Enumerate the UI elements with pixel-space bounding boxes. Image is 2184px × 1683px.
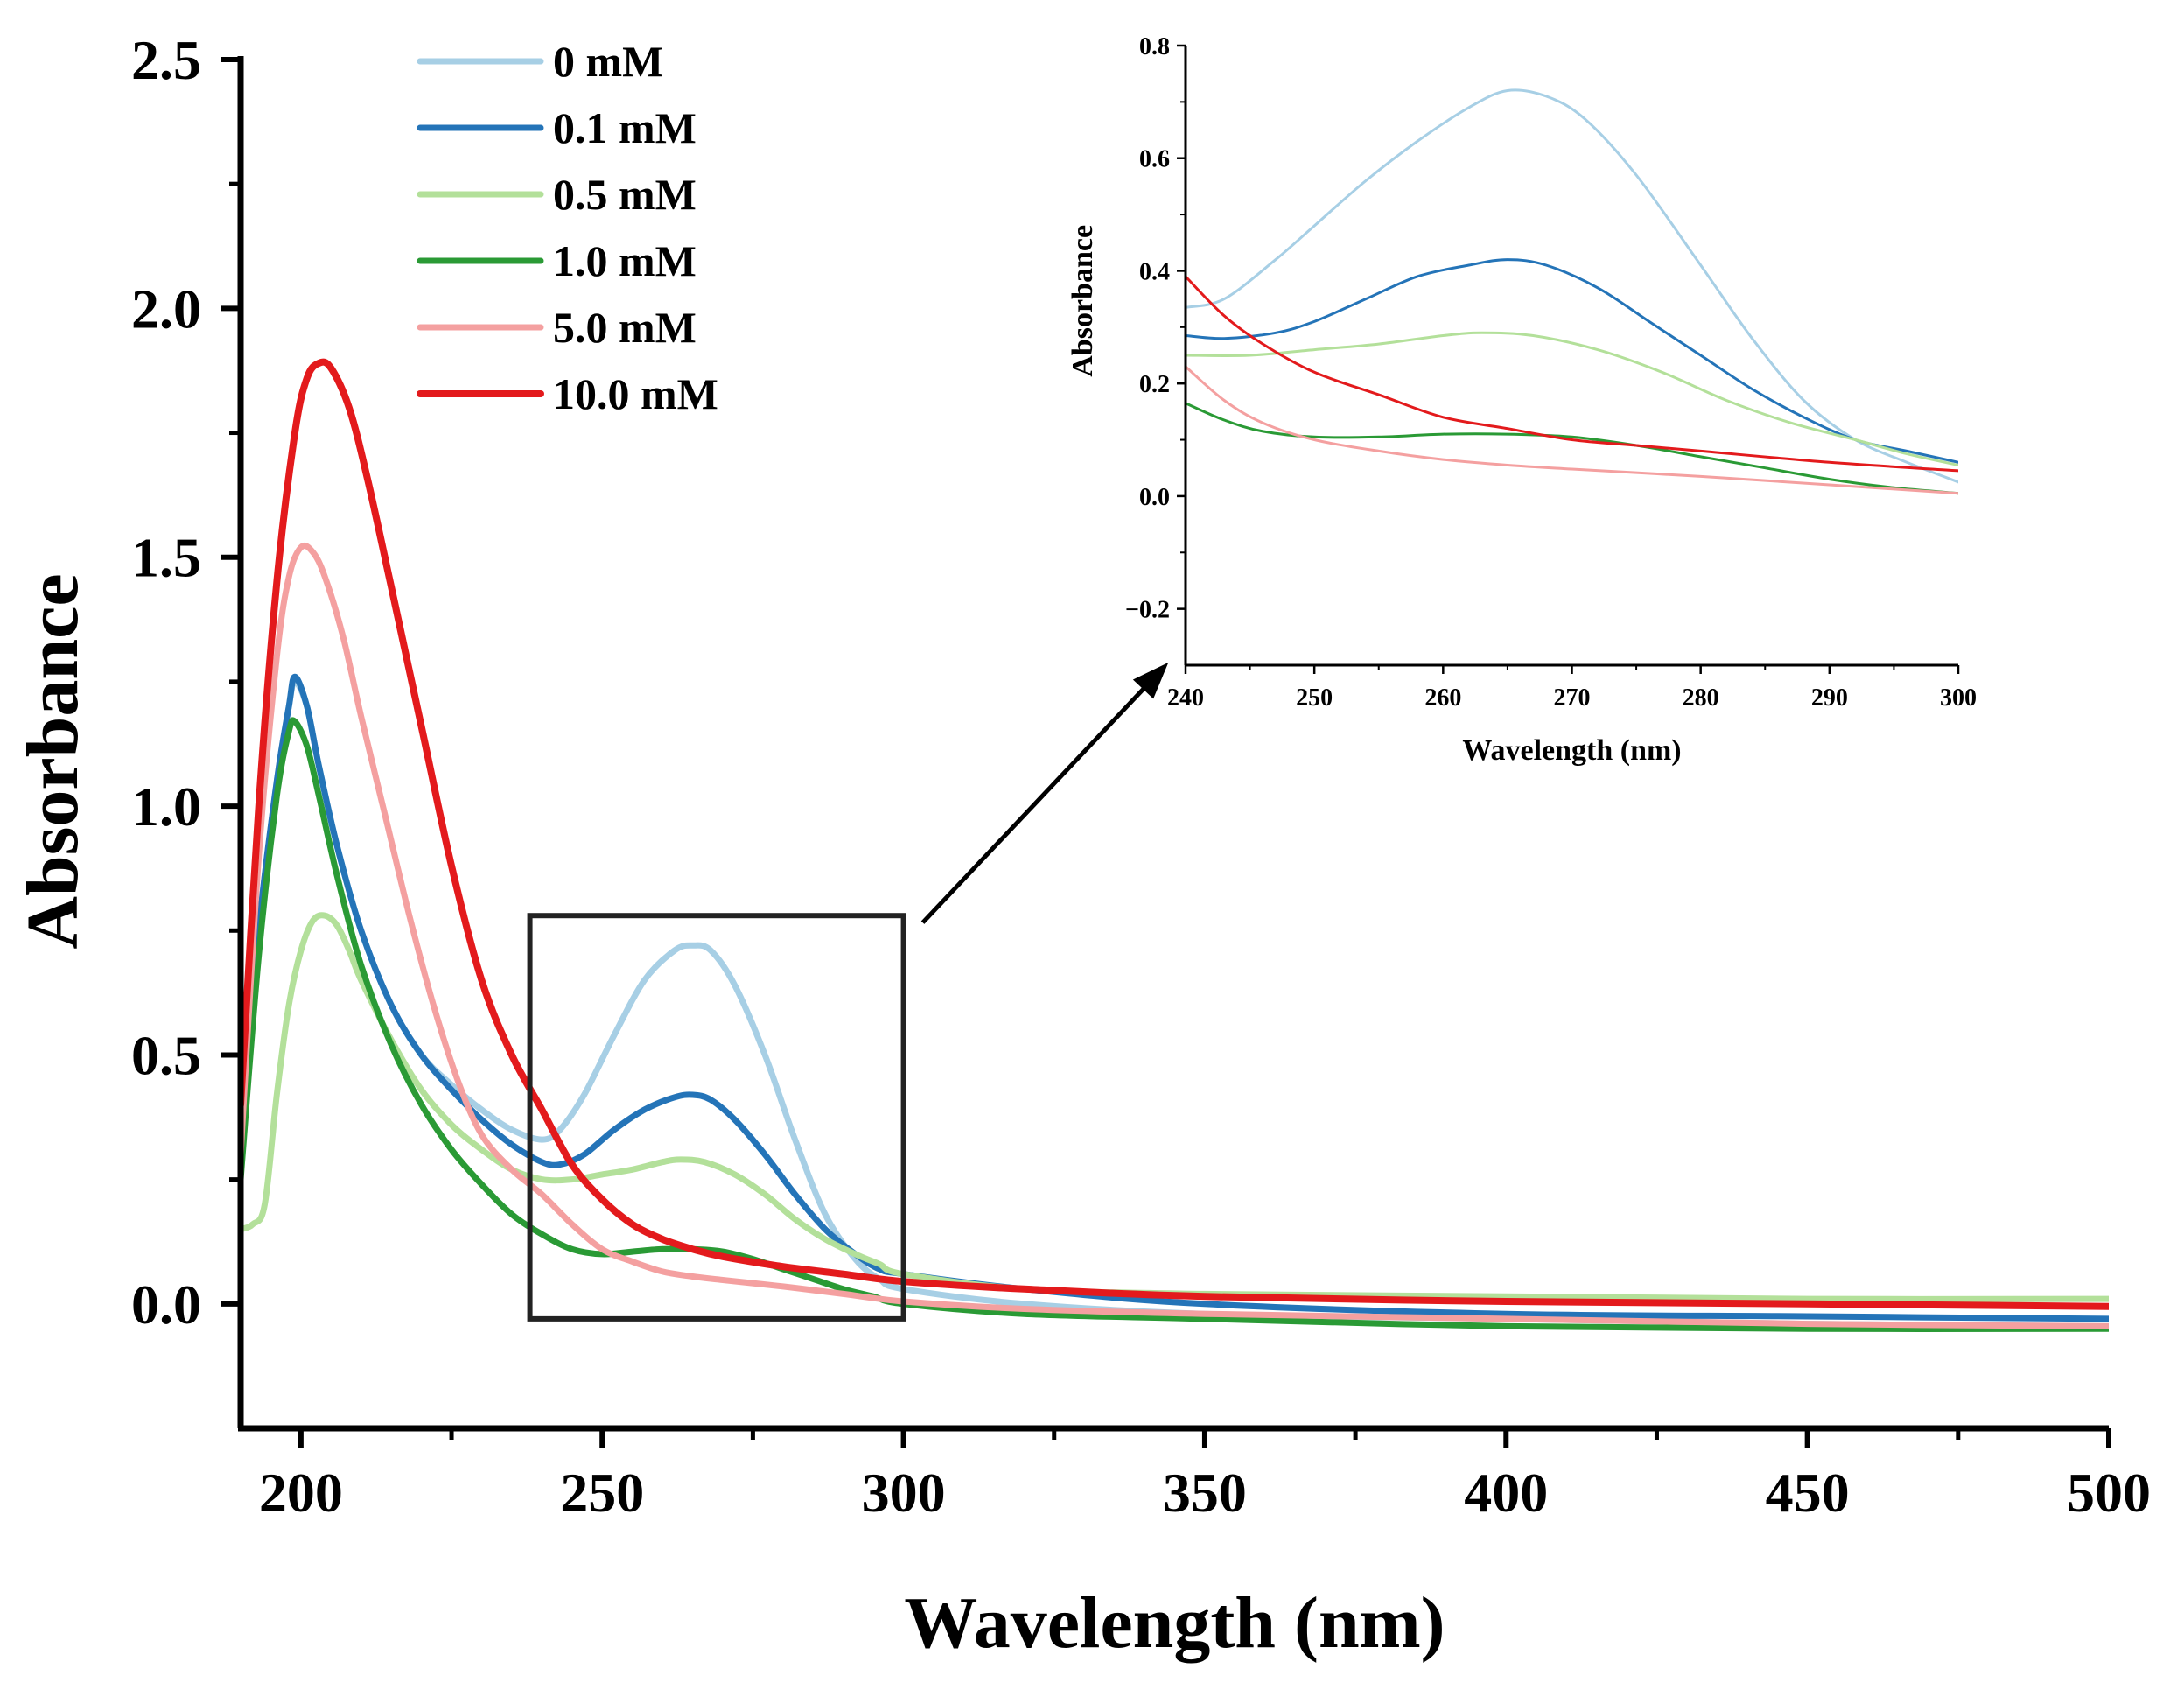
inset-series-line-0 <box>1186 88 1958 484</box>
main-series-line-1 <box>241 673 2109 1322</box>
main-x-tick-label: 450 <box>1766 1462 1850 1524</box>
inset-y-tick-label: 0.4 <box>1139 258 1170 285</box>
inset-y-tick-label: 0.6 <box>1139 146 1170 173</box>
main-x-tick-label: 400 <box>1464 1462 1548 1524</box>
main-y-tick-label: 0.0 <box>131 1273 201 1336</box>
inset-x-axis-label: Wavelength (nm) <box>1462 734 1681 767</box>
inset-chart: 240 250 260 270 280 290 300 −0.2 0.0 0.2 0.4 0.6 0.8… <box>1067 33 1977 767</box>
zoom-arrow-shaft <box>920 672 1159 924</box>
legend-label-2: 0.5 mM <box>553 170 696 219</box>
inset-y-tick-label: 0.8 <box>1139 33 1170 60</box>
inset-y-tick-label: −0.2 <box>1125 597 1170 624</box>
inset-x-tick-label: 270 <box>1554 684 1591 712</box>
legend-label-3: 1.0 mM <box>553 236 696 285</box>
main-y-tick-label: 1.0 <box>131 775 201 838</box>
main-x-tick-label: 300 <box>862 1462 946 1524</box>
inset-series-line-1 <box>1186 258 1958 464</box>
inset-series-group <box>1186 88 1958 495</box>
main-series-line-5 <box>241 358 2109 1310</box>
legend-label-0: 0 mM <box>553 37 663 86</box>
legend-label-1: 0.1 mM <box>553 103 696 152</box>
main-chart: 200 250 300 350 400 450 500 0.0 0.5 1.0 1.5 2.0 2.5 W… <box>12 29 2151 1664</box>
zoom-indicator <box>527 662 1169 1322</box>
main-x-tick-label: 500 <box>2067 1462 2151 1524</box>
inset-series-line-5 <box>1186 275 1958 473</box>
main-x-tick-label: 350 <box>1163 1462 1247 1524</box>
inset-series-line-4 <box>1186 365 1958 495</box>
main-y-tick-label: 2.0 <box>131 277 201 340</box>
inset-x-tick-label: 260 <box>1424 684 1461 712</box>
main-y-axis-label: Absorbance <box>12 573 94 949</box>
main-series-line-4 <box>241 542 2109 1329</box>
main-y-tick-label: 2.5 <box>131 29 201 91</box>
inset-x-tick-label: 300 <box>1940 684 1977 712</box>
main-y-tick-label: 0.5 <box>131 1024 201 1086</box>
main-y-tick-label: 1.5 <box>131 527 201 589</box>
zoom-box <box>527 913 906 1322</box>
inset-x-tick-label: 250 <box>1296 684 1333 712</box>
legend-label-5: 10.0 mM <box>553 369 718 418</box>
main-x-tick-label: 200 <box>259 1462 343 1524</box>
main-x-axis-label: Wavelength (nm) <box>904 1582 1445 1664</box>
inset-x-tick-label: 290 <box>1811 684 1848 712</box>
legend: 0 mM 0.1 mM 0.5 mM 1.0 mM 5.0 mM 10.0 mM <box>416 37 718 418</box>
inset-series-line-2 <box>1186 331 1958 466</box>
inset-y-tick-label: 0.2 <box>1139 371 1170 398</box>
zoom-arrow-head <box>1132 662 1169 699</box>
inset-y-tick-label: 0.0 <box>1139 484 1170 511</box>
main-x-tick-label: 250 <box>560 1462 644 1524</box>
main-series-group <box>241 358 2109 1332</box>
inset-x-tick-label: 280 <box>1683 684 1719 712</box>
inset-y-axis-label: Absorbance <box>1067 225 1099 377</box>
legend-label-4: 5.0 mM <box>553 303 696 352</box>
inset-x-tick-label: 240 <box>1167 684 1204 712</box>
